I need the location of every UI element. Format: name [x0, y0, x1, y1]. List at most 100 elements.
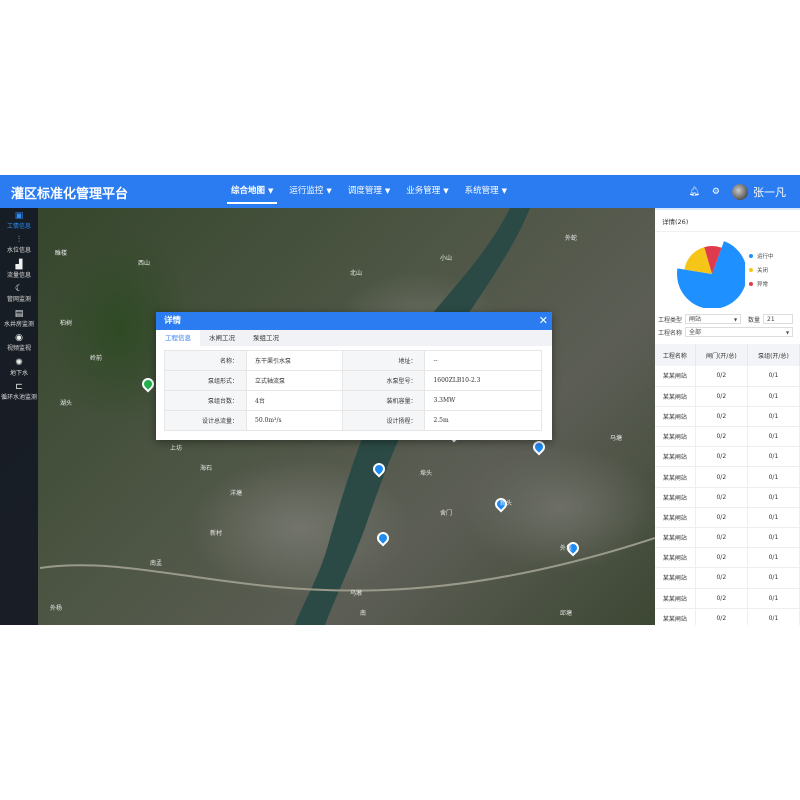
- bell-icon[interactable]: 🔔︎: [688, 186, 700, 197]
- info-value: 2.5m: [424, 410, 542, 431]
- nav-label: 调度管理: [347, 186, 382, 196]
- sidebar-item[interactable]: ▣ 工情信息: [0, 208, 38, 233]
- sidebar-item[interactable]: ▤ 水井房监测: [0, 306, 38, 331]
- column-header: 泵组(开/总): [747, 344, 800, 366]
- table-cell: 某某闸站: [655, 426, 696, 448]
- nav-label: 运行监控: [289, 186, 324, 196]
- nav-item[interactable]: 系统管理 ▼: [459, 175, 513, 208]
- table-cell: 0/2: [695, 386, 748, 407]
- count-field[interactable]: 21: [763, 314, 794, 324]
- table-cell: 0/1: [747, 507, 800, 529]
- sidebar-icon: ▟: [15, 259, 23, 270]
- info-value: 立式轴流泵: [245, 370, 344, 391]
- table-row[interactable]: 某某闸站 0/2 0/1: [655, 366, 800, 387]
- table-cell: 某某闸站: [655, 446, 696, 468]
- map-label: 邱塘: [560, 610, 573, 617]
- table-row[interactable]: 某某闸站 0/2 0/1: [655, 547, 800, 569]
- sidebar-item[interactable]: ✺ 地下水: [0, 355, 38, 380]
- avatar: [732, 183, 748, 200]
- sidebar: ▣ 工情信息 ⫶ 水位信息 ▟ 流量信息 ☾ 管网监测 ▤ 水井房监测 ◉ 视频监视 ✺ 地下水 ⊏ 循环水池…: [0, 208, 38, 625]
- pie-slice-运行中[interactable]: [677, 241, 745, 308]
- dialog-tab[interactable]: 泵组工况: [253, 334, 279, 342]
- user-menu[interactable]: 张一凡: [732, 183, 786, 200]
- table-cell: 0/2: [695, 487, 748, 508]
- table-row[interactable]: 某某闸站 0/2 0/1: [655, 507, 800, 529]
- type-select[interactable]: 闸站 ▼: [685, 314, 742, 324]
- table-cell: 0/2: [695, 406, 748, 428]
- nav-item[interactable]: 综合地图 ▼: [225, 175, 279, 208]
- table-cell: 0/1: [747, 567, 800, 589]
- pie-legend: 运行中 关闭 异常: [749, 252, 774, 294]
- type-value: 闸站: [689, 316, 702, 323]
- sidebar-item[interactable]: ☾ 管网监测: [0, 282, 38, 307]
- map-label: 睢楼: [55, 250, 68, 257]
- info-value: 3.3MW: [424, 390, 542, 411]
- nav-item[interactable]: 调度管理 ▼: [342, 175, 396, 208]
- sidebar-label: 水位信息: [6, 247, 31, 255]
- table-cell: 某某闸站: [655, 527, 696, 549]
- gear-icon[interactable]: ⚙︎: [711, 186, 720, 197]
- table-row[interactable]: 某某闸站 0/2 0/1: [655, 386, 800, 407]
- nav-label: 业务管理: [406, 186, 441, 196]
- map-label: 外坂: [560, 545, 573, 552]
- caret-down-icon: ▼: [326, 187, 332, 195]
- legend-label: 异常: [757, 282, 769, 288]
- dialog-tab[interactable]: 水闸工况: [209, 334, 235, 342]
- dialog-tab[interactable]: 工程信息: [156, 330, 200, 346]
- info-key: 装机容量：: [342, 390, 426, 411]
- status-pie-chart: [677, 241, 745, 308]
- caret-down-icon: ▼: [268, 187, 274, 195]
- map-label: 西山: [138, 260, 151, 267]
- table-row[interactable]: 某某闸站 0/2 0/1: [655, 608, 800, 625]
- table-row[interactable]: 某某闸站 0/2 0/1: [655, 426, 800, 448]
- legend-item: 运行中: [749, 252, 774, 260]
- table-cell: 某某闸站: [655, 366, 696, 387]
- table-row[interactable]: 某某闸站 0/2 0/1: [655, 406, 800, 428]
- table-cell: 0/2: [695, 426, 748, 448]
- sidebar-icon: ▣: [14, 210, 24, 221]
- info-row: 泵组台数： 4台 装机容量： 3.3MW: [164, 390, 542, 411]
- table-row[interactable]: 某某闸站 0/2 0/1: [655, 487, 800, 508]
- nav-item[interactable]: 业务管理 ▼: [400, 175, 454, 208]
- sidebar-item[interactable]: ▟ 流量信息: [0, 257, 38, 282]
- count-label: 数量: [748, 316, 761, 324]
- river: [39, 208, 655, 625]
- name-select[interactable]: 全部 ▼: [685, 327, 794, 337]
- map-label: 南: [360, 610, 367, 617]
- nav-item[interactable]: 运行监控 ▼: [283, 175, 337, 208]
- sidebar-icon: ✺: [15, 357, 23, 368]
- table-cell: 0/1: [747, 588, 800, 609]
- table-row[interactable]: 某某闸站 0/2 0/1: [655, 567, 800, 589]
- sidebar-label: 视频监视: [6, 345, 31, 353]
- table-cell: 某某闸站: [655, 507, 696, 529]
- pie-slice-异常[interactable]: [704, 246, 722, 274]
- table-row[interactable]: 某某闸站 0/2 0/1: [655, 527, 800, 549]
- map-label: 外蛇: [565, 235, 578, 242]
- map-label: 外杨: [50, 605, 63, 612]
- pie-slice-关闭[interactable]: [684, 247, 712, 274]
- table-cell: 0/1: [747, 426, 800, 448]
- table-cell: 某某闸站: [655, 406, 696, 428]
- sidebar-item[interactable]: ◉ 视频监视: [0, 331, 38, 356]
- caret-icon: ▼: [733, 317, 738, 322]
- table-cell: 0/2: [695, 466, 748, 488]
- sidebar-icon: ◉: [15, 333, 23, 344]
- map-label: 岭前: [90, 355, 103, 362]
- table-row[interactable]: 某某闸站 0/2 0/1: [655, 446, 800, 468]
- info-value: --: [424, 350, 542, 371]
- table-row[interactable]: 某某闸站 0/2 0/1: [655, 588, 800, 609]
- sidebar-label: 工情信息: [6, 222, 31, 230]
- table-cell: 0/1: [747, 527, 800, 549]
- legend-dot: [749, 254, 753, 258]
- info-key: 设计总流量：: [164, 410, 247, 431]
- table-cell: 某某闸站: [655, 487, 696, 508]
- header: 灌区标准化管理平台 综合地图 ▼ 运行监控 ▼ 调度管理 ▼ 业务管理 ▼ 系统管理 ▼ 🔔︎ ⚙…: [0, 175, 800, 208]
- sidebar-item[interactable]: ⊏ 循环水池监测: [0, 380, 38, 405]
- table-cell: 0/2: [695, 366, 748, 387]
- right-panel: 详情(26) 运行中 关闭 异常 工程类型 闸站 ▼ 数量 21 工程名称 全部 ▼ 工…: [655, 208, 800, 625]
- table-row[interactable]: 某某闸站 0/2 0/1: [655, 466, 800, 488]
- close-icon[interactable]: ✕: [538, 314, 548, 327]
- sidebar-item[interactable]: ⫶ 水位信息: [0, 233, 38, 258]
- sidebar-label: 管网监测: [6, 296, 31, 304]
- nav-label: 综合地图: [231, 186, 266, 196]
